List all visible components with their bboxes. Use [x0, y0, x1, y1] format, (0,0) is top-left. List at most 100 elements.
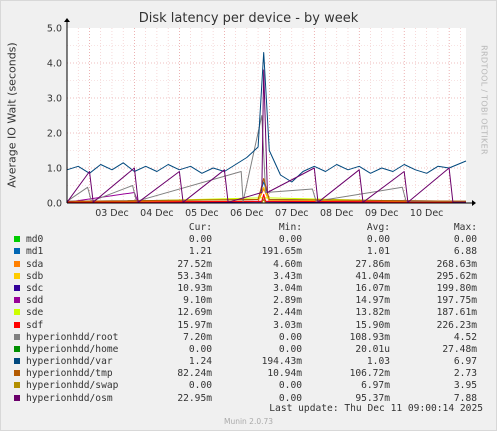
legend-name: hyperionhdd/home: [26, 343, 119, 355]
chart-title: Disk latency per device - by week: [138, 11, 359, 26]
legend-min: 3.43m: [273, 270, 302, 282]
legend-max: 2.73: [453, 368, 477, 380]
legend-avg: 14.97m: [355, 295, 390, 307]
legend-row: hyperionhdd/home 0.00 0.00 20.01u 27.48m: [12, 344, 482, 356]
legend-cur: 1.24: [188, 356, 212, 368]
legend-cur: 10.93m: [177, 282, 212, 294]
legend-max: 6.88: [453, 246, 477, 258]
series-line-sdf: [66, 193, 467, 203]
legend-avg: 106.72m: [349, 368, 390, 380]
legend-row: hyperionhdd/root 7.20m 0.00 108.93m 4.52: [12, 332, 482, 344]
legend-min: 2.89m: [273, 295, 302, 307]
x-tick-label: 03 Dec: [95, 208, 129, 219]
legend-swatch: [14, 370, 20, 377]
legend-max: 197.75m: [436, 295, 477, 307]
legend-cur: 82.24m: [177, 368, 212, 380]
y-axis-arrow: [64, 18, 70, 22]
legend-cur: 9.10m: [183, 295, 212, 307]
legend-cur: 0.00: [188, 234, 212, 246]
legend-cur: 0.00: [188, 380, 212, 392]
y-axis-label: Average IO Wait (seconds): [5, 42, 19, 188]
legend-avg: 108.93m: [349, 331, 390, 343]
legend-name: hyperionhdd/osm: [26, 392, 113, 404]
legend-swatch: [14, 260, 20, 267]
legend-cur: 12.69m: [177, 307, 212, 319]
legend-cur: 7.20m: [183, 331, 212, 343]
legend-swatch: [14, 394, 20, 401]
legend-cur: 27.52m: [177, 258, 212, 270]
x-tick-label: 10 Dec: [410, 208, 444, 219]
legend-name: hyperionhdd/var: [26, 356, 113, 368]
last-update: Last update: Thu Dec 11 09:00:14 2025: [269, 403, 483, 414]
legend-name: md1: [26, 246, 44, 258]
legend-cur: 53.34m: [177, 270, 212, 282]
legend-max: 199.80m: [436, 282, 477, 294]
legend-name: sdc: [26, 282, 44, 294]
legend-max: 6.97: [453, 356, 477, 368]
y-tick-label: 5.0: [47, 24, 62, 35]
legend-avg: 41.04m: [355, 270, 390, 282]
legend-avg: 16.07m: [355, 282, 390, 294]
series-line-hyperionhdd-osm: [66, 69, 466, 203]
legend-row: sdf 15.97m 3.03m 15.90m 226.23m: [12, 320, 482, 332]
rrdtool-watermark: RRDTOOL / TOBI OETIKER: [479, 45, 489, 155]
legend-avg: 20.01u: [355, 343, 390, 355]
legend-name: sdd: [26, 295, 44, 307]
legend-row: md1 1.21 191.65m 1.01 6.88: [12, 246, 482, 258]
x-tick-label: 08 Dec: [320, 208, 354, 219]
legend-swatch: [14, 358, 20, 365]
legend-row: md0 0.00 0.00 0.00 0.00: [12, 234, 482, 246]
x-tick-label: 04 Dec: [140, 208, 174, 219]
legend-min: 2.44m: [273, 307, 302, 319]
legend-avg: 1.03: [366, 356, 390, 368]
legend-swatch: [14, 248, 20, 255]
legend-header-avg: Avg:: [366, 222, 390, 233]
legend-min: 191.65m: [261, 246, 302, 258]
legend-swatch: [14, 297, 20, 304]
legend-max: 187.61m: [436, 307, 477, 319]
legend-swatch: [14, 321, 20, 328]
legend-header-max: Max:: [453, 222, 477, 233]
legend-swatch: [14, 382, 20, 389]
legend-swatch: [14, 236, 20, 243]
legend-row: hyperionhdd/swap 0.00 0.00 6.97m 3.95: [12, 380, 482, 392]
x-tick-label: 09 Dec: [365, 208, 399, 219]
legend-name: hyperionhdd/root: [26, 331, 119, 343]
legend-min: 3.03m: [273, 319, 302, 331]
y-tick-label: 1.0: [47, 164, 62, 175]
legend-min: 10.94m: [267, 368, 302, 380]
legend-table: Cur: Min: Avg: Max: md0 0.00 0.00 0.00 0.00 m…: [12, 222, 482, 405]
legend-row: sda 27.52m 4.60m 27.86m 268.63m: [12, 259, 482, 271]
legend-header-min: Min:: [278, 222, 302, 233]
legend-avg: 6.97m: [361, 380, 390, 392]
y-tick-label: 2.0: [47, 129, 62, 140]
legend-name: sda: [26, 258, 44, 270]
legend-max: 3.95: [453, 380, 477, 392]
legend-swatch: [14, 284, 20, 291]
legend-header-cur: Cur:: [188, 222, 212, 233]
legend-cur: 1.21: [188, 246, 212, 258]
legend-max: 268.63m: [436, 258, 477, 270]
munin-version: Munin 2.0.73: [223, 417, 274, 426]
legend-min: 0.00: [278, 380, 302, 392]
legend-row: sdd 9.10m 2.89m 14.97m 197.75m: [12, 295, 482, 307]
legend-cur: 22.95m: [177, 392, 212, 404]
y-tick-label: 0.0: [47, 199, 62, 210]
x-tick-label: 06 Dec: [230, 208, 264, 219]
legend-min: 4.60m: [273, 258, 302, 270]
legend-row: sde 12.69m 2.44m 13.82m 187.61m: [12, 307, 482, 319]
x-axis-arrow: [472, 200, 476, 206]
legend-header: Cur: Min: Avg: Max:: [12, 222, 482, 234]
legend-name: md0: [26, 234, 44, 246]
legend-rows: md0 0.00 0.00 0.00 0.00 md1 1.21 191.65m 1.01 6.8…: [12, 234, 482, 405]
legend-avg: 95.37m: [355, 392, 390, 404]
legend-cur: 0.00: [188, 343, 212, 355]
legend-avg: 15.90m: [355, 319, 390, 331]
legend-min: 0.00: [278, 331, 302, 343]
x-tick-label: 07 Dec: [275, 208, 309, 219]
legend-name: sdb: [26, 270, 44, 282]
legend-row: hyperionhdd/tmp 82.24m 10.94m 106.72m 2.73: [12, 368, 482, 380]
legend-swatch: [14, 272, 20, 279]
legend-name: hyperionhdd/swap: [26, 380, 119, 392]
legend-max: 7.88: [453, 392, 477, 404]
